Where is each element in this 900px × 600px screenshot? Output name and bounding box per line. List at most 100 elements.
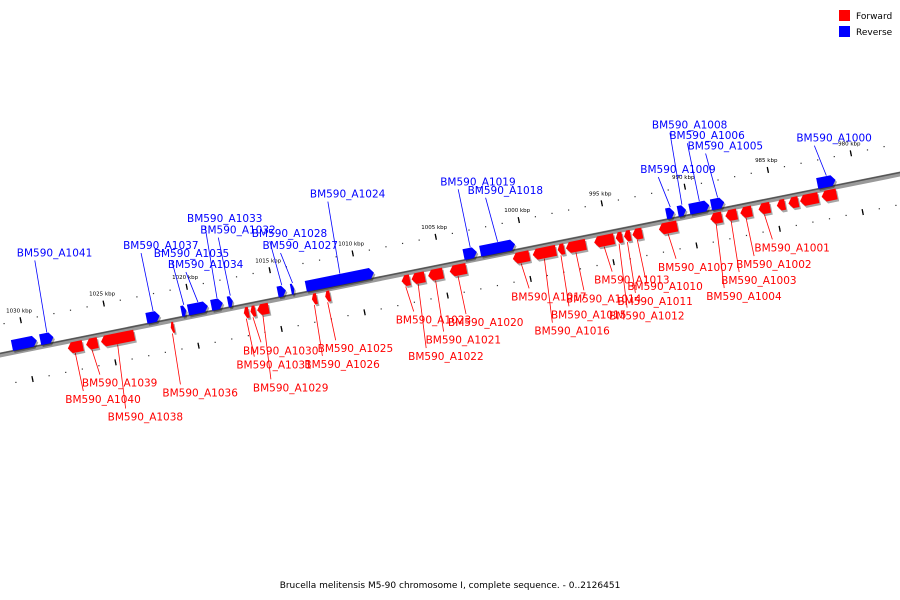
gene-label[interactable]: BM590_A1013 — [594, 275, 669, 287]
gene-label[interactable]: BM590_A1014 — [566, 293, 642, 305]
gene-label[interactable]: BM590_A1039 — [82, 378, 157, 390]
gene-bm590_a1001[interactable] — [758, 201, 772, 215]
gene-bm590_a1036[interactable] — [170, 321, 176, 333]
gene-label[interactable]: BM590_A1041 — [17, 247, 92, 259]
gene-bm590_a1013[interactable] — [594, 233, 616, 248]
gene-label[interactable]: BM590_A1003 — [721, 275, 796, 287]
leader-line — [618, 243, 628, 308]
gene-label[interactable]: BM590_A1028 — [252, 228, 327, 240]
gene-bm590_a1033[interactable] — [210, 298, 223, 311]
gene-label[interactable]: BM590_A1029 — [253, 382, 328, 394]
gene-label[interactable]: BM590_A1016 — [534, 326, 610, 338]
gene-label[interactable]: BM590_A1007 — [658, 262, 733, 274]
gene-label[interactable]: BM590_A1040 — [65, 394, 140, 406]
gene-bm590_a1020[interactable] — [449, 262, 468, 277]
gene-label[interactable]: BM590_A1006 — [669, 130, 745, 142]
gene-label[interactable]: BM590_A1019 — [440, 176, 515, 188]
gene-label[interactable]: BM590_A1037 — [123, 240, 198, 252]
gene-bm590_a1019[interactable] — [462, 247, 477, 261]
gene-bm590_a1024[interactable] — [304, 268, 374, 292]
gene-bm590_a1041[interactable] — [39, 332, 54, 346]
gene-unlabeled[interactable] — [788, 196, 800, 209]
gene-label[interactable]: BM590_A1001 — [754, 242, 829, 254]
gene-bm590_a1039[interactable] — [86, 337, 99, 350]
leader-line — [560, 255, 570, 307]
gene-unlabeled[interactable] — [821, 188, 838, 202]
gene-bm590_a1004[interactable] — [710, 211, 724, 224]
scale-dot — [579, 268, 582, 270]
gene-bm590_a1040[interactable] — [67, 340, 84, 354]
gene-bm590_a1026[interactable] — [311, 293, 318, 305]
gene-bm590_a1008[interactable] — [676, 205, 687, 217]
gene-label[interactable]: BM590_A1011 — [617, 296, 692, 308]
gene-bm590_a1032[interactable] — [226, 296, 233, 308]
gene-bm590_a1010[interactable] — [632, 227, 644, 240]
gene-label[interactable]: BM590_A1034 — [168, 259, 244, 271]
gene-bm590_a1038[interactable] — [101, 329, 136, 347]
gene-bm590_a1009[interactable] — [665, 207, 675, 220]
gene-label[interactable]: BM590_A1021 — [426, 335, 501, 347]
gene-label[interactable]: BM590_A1005 — [688, 141, 763, 153]
tick-label: 995 kbp — [589, 192, 612, 198]
gene-unlabeled[interactable] — [10, 335, 37, 351]
gene-label[interactable]: BM590_A1038 — [108, 411, 183, 423]
gene-bm590_a1007[interactable] — [658, 220, 679, 235]
gene-bm590_a1005[interactable] — [709, 197, 725, 211]
gene-label[interactable]: BM590_A1033 — [187, 213, 262, 225]
gene-bm590_a1037[interactable] — [145, 311, 160, 324]
gene-bm590_a1031[interactable] — [243, 306, 250, 319]
major-tick — [529, 275, 532, 282]
gene-label[interactable]: BM590_A1008 — [652, 120, 727, 132]
gene-label[interactable]: BM590_A1012 — [609, 311, 684, 323]
gene-bm590_a1035[interactable] — [180, 305, 187, 317]
gene-bm590_a1002[interactable] — [740, 205, 753, 218]
leader-line — [457, 189, 471, 248]
gene-bm590_a1021[interactable] — [428, 267, 445, 281]
gene-bm590_a1000[interactable] — [816, 175, 836, 189]
gene-bm590_a1027[interactable] — [289, 283, 295, 295]
gene-label[interactable]: BM590_A1036 — [162, 387, 238, 399]
gene-label[interactable]: BM590_A1027 — [263, 240, 338, 252]
gene-label[interactable]: BM590_A1032 — [200, 225, 275, 237]
gene-label[interactable]: BM590_A1022 — [408, 351, 483, 363]
gene-bm590_a1014[interactable] — [565, 238, 587, 253]
gene-bm590_a1025[interactable] — [325, 290, 332, 302]
gene-bm590_a1016[interactable] — [532, 244, 558, 260]
gene-bm590_a1003[interactable] — [725, 208, 739, 221]
gene-label[interactable]: BM590_A1025 — [318, 343, 393, 355]
scale-dot — [181, 348, 183, 350]
gene-unlabeled[interactable] — [800, 192, 820, 206]
gene-label[interactable]: BM590_A1015 — [551, 309, 626, 321]
gene-label[interactable]: BM590_A1004 — [706, 291, 782, 303]
gene-bm590_a1029[interactable] — [257, 302, 270, 316]
gene-label[interactable]: BM590_A1035 — [154, 248, 229, 260]
gene-label[interactable]: BM590_A1023 — [396, 315, 471, 327]
gene-label[interactable]: BM590_A1009 — [640, 164, 715, 176]
gene-label[interactable]: BM590_A1002 — [736, 259, 811, 271]
gene-bm590_a1011[interactable] — [624, 229, 632, 242]
gene-bm590_a1017[interactable] — [512, 250, 531, 264]
gene-bm590_a1015[interactable] — [557, 243, 566, 255]
scale-dot — [883, 145, 885, 148]
gene-label[interactable]: BM590_A1010 — [627, 281, 702, 293]
leader-line — [575, 252, 585, 291]
gene-label[interactable]: BM590_A1020 — [448, 317, 523, 329]
gene-bm590_a1018[interactable] — [479, 239, 516, 257]
gene-label[interactable]: BM590_A1018 — [468, 185, 543, 197]
gene-unlabeled[interactable] — [776, 198, 787, 211]
gene-label[interactable]: BM590_A1026 — [304, 359, 380, 371]
major-tick — [31, 376, 34, 383]
gene-bm590_a1028[interactable] — [276, 285, 286, 298]
major-tick — [351, 250, 354, 257]
gene-bm590_a1022[interactable] — [411, 271, 426, 284]
gene-bm590_a1012[interactable] — [615, 231, 624, 244]
gene-bm590_a1006[interactable] — [688, 200, 710, 215]
gene-label[interactable]: BM590_A1024 — [310, 189, 386, 201]
gene-bm590_a1030[interactable] — [250, 305, 257, 317]
gene-label[interactable]: BM590_A1017 — [511, 291, 586, 303]
gene-bm590_a1023[interactable] — [401, 274, 411, 287]
gene-label[interactable]: BM590_A1031 — [236, 360, 311, 372]
gene-label[interactable]: BM590_A1000 — [796, 133, 871, 145]
gene-bm590_a1034[interactable] — [186, 301, 208, 316]
gene-label[interactable]: BM590_A1030 — [243, 345, 318, 357]
